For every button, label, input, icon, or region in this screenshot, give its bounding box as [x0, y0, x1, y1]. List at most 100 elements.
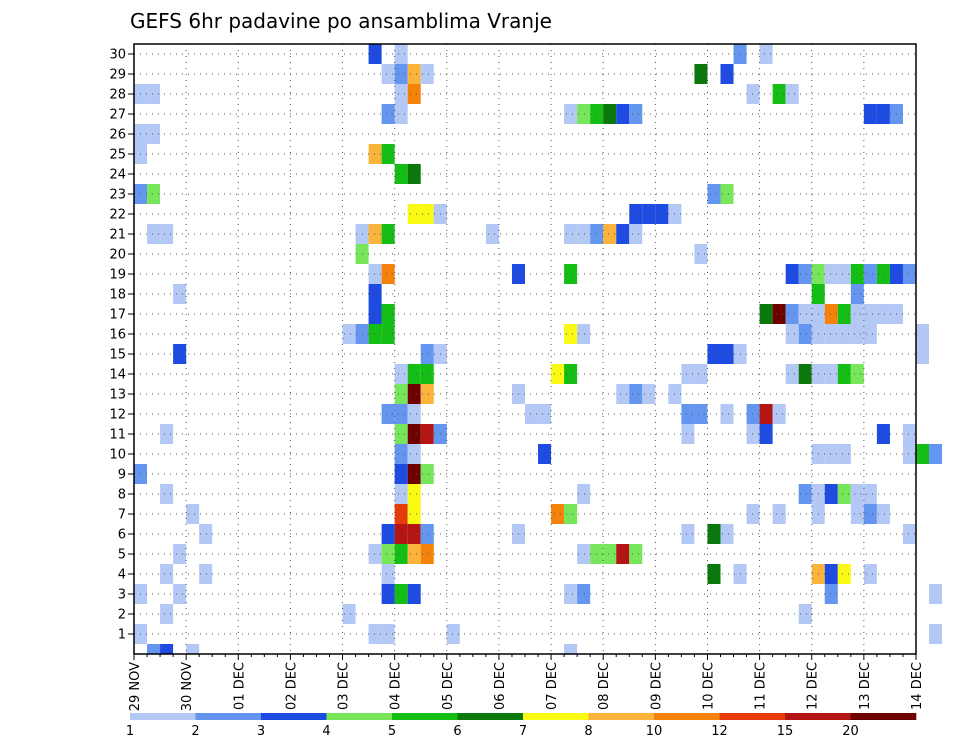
precip-cell-208	[368, 144, 382, 164]
precip-cell-148	[368, 304, 382, 324]
x-tick-label-15: 14 DEC	[910, 662, 925, 710]
precip-cell-39	[629, 544, 643, 564]
precip-cell-153	[785, 304, 799, 324]
precip-cell-47	[707, 524, 721, 544]
precip-cell-20	[173, 584, 187, 604]
colorbar-swatch-10	[785, 713, 851, 720]
precip-cell-162	[173, 284, 187, 304]
precip-cell-2	[564, 644, 578, 654]
precip-cell-56	[772, 504, 786, 524]
y-tick-label-26: 26	[109, 128, 126, 143]
x-tick-label-1: 30 NOV	[180, 662, 195, 711]
precip-cell-204	[720, 184, 734, 204]
precip-cell-49	[902, 524, 916, 544]
precip-cell-8	[929, 624, 943, 644]
y-tick-label-24: 24	[109, 168, 126, 183]
precip-cell-100	[681, 404, 695, 424]
precip-cell-205	[394, 164, 408, 184]
precip-cell-96	[394, 404, 408, 424]
precip-cell-185	[368, 224, 382, 244]
precip-cell-61	[186, 504, 200, 524]
precip-cell-117	[551, 364, 565, 384]
precip-cell-137	[381, 324, 395, 344]
precip-cell-191	[603, 224, 617, 244]
precip-cell-65	[577, 484, 591, 504]
precip-cell-75	[420, 464, 434, 484]
precip-cell-53	[551, 504, 565, 524]
precip-cell-217	[603, 104, 617, 124]
precip-cell-121	[785, 364, 799, 384]
precip-cell-34	[420, 544, 434, 564]
y-tick-label-13: 13	[109, 388, 126, 403]
precip-cell-193	[629, 224, 643, 244]
colorbar-label-10: 10	[646, 724, 663, 739]
precip-cell-9	[160, 604, 174, 624]
precip-cell-27	[837, 564, 851, 584]
precip-cell-125	[837, 364, 851, 384]
precip-cell-143	[824, 324, 838, 344]
precip-cell-188	[564, 224, 578, 244]
x-tick-label-13: 12 DEC	[806, 662, 821, 710]
precip-cell-171	[798, 264, 812, 284]
precip-cell-42	[394, 524, 408, 544]
precip-cell-23	[707, 564, 721, 584]
precip-cell-110	[616, 384, 630, 404]
colorbar-swatch-9	[719, 713, 786, 720]
y-tick-label-10: 10	[109, 448, 126, 463]
precip-cell-182	[147, 224, 161, 244]
precip-cell-194	[407, 204, 421, 224]
colorbar-swatch-4	[392, 713, 458, 720]
precip-cell-46	[681, 524, 695, 544]
x-tick-label-2: 01 DEC	[232, 662, 247, 710]
precip-cell-154	[798, 304, 812, 324]
colorbar-swatch-0	[130, 713, 196, 720]
precip-cell-189	[577, 224, 591, 244]
y-tick-label-19: 19	[109, 268, 126, 283]
y-tick-label-18: 18	[109, 288, 126, 303]
precip-cell-192	[616, 224, 630, 244]
precip-cell-236	[368, 44, 382, 64]
precip-cell-91	[746, 424, 760, 444]
colorbar-swatch-2	[261, 713, 327, 720]
colorbar-label-4: 4	[322, 724, 330, 739]
precip-cell-50	[199, 524, 213, 544]
precip-cell-41	[381, 524, 395, 544]
precip-cell-35	[577, 544, 591, 564]
precip-cell-120	[694, 364, 708, 384]
precip-cell-92	[759, 424, 773, 444]
precip-cell-55	[746, 504, 760, 524]
precip-cell-138	[564, 324, 578, 344]
colorbar-swatch-3	[326, 713, 393, 720]
y-tick-label-30: 30	[109, 48, 126, 63]
precip-cell-68	[824, 484, 838, 504]
colorbar: 1 2 3 4 5 6 7 8 10 12 15 20	[126, 713, 917, 739]
precip-cell-15	[407, 584, 421, 604]
colorbar-swatch-1	[195, 713, 262, 720]
colorbar-swatch-5	[457, 713, 524, 720]
precip-cell-170	[785, 264, 799, 284]
y-tick-label-3: 3	[118, 588, 126, 603]
precip-cell-14	[394, 584, 408, 604]
precip-cell-115	[407, 364, 421, 384]
x-tick-label-0: 29 NOV	[128, 662, 143, 711]
precip-cell-219	[629, 104, 643, 124]
chart-title: GEFS 6hr padavine po ansamblima Vranje	[130, 9, 552, 33]
precip-cell-132	[173, 344, 187, 364]
y-tick-label-27: 27	[109, 108, 126, 123]
x-tick-label-8: 07 DEC	[545, 662, 560, 710]
precip-cell-77	[407, 444, 421, 464]
precip-cell-124	[824, 364, 838, 384]
y-tick-label-17: 17	[109, 308, 126, 323]
precip-cell-226	[407, 84, 421, 104]
y-tick-label-12: 12	[109, 408, 126, 423]
precip-cell-4	[368, 624, 382, 644]
precip-cell-127	[420, 344, 434, 364]
precip-cell-21	[160, 564, 174, 584]
precip-cell-126	[850, 364, 864, 384]
precip-cell-32	[394, 544, 408, 564]
precip-cell-166	[368, 264, 382, 284]
precip-cell-173	[824, 264, 838, 284]
colorbar-swatch-6	[523, 713, 589, 720]
precipitation-cells	[134, 44, 943, 654]
colorbar-label-6: 6	[453, 724, 461, 739]
